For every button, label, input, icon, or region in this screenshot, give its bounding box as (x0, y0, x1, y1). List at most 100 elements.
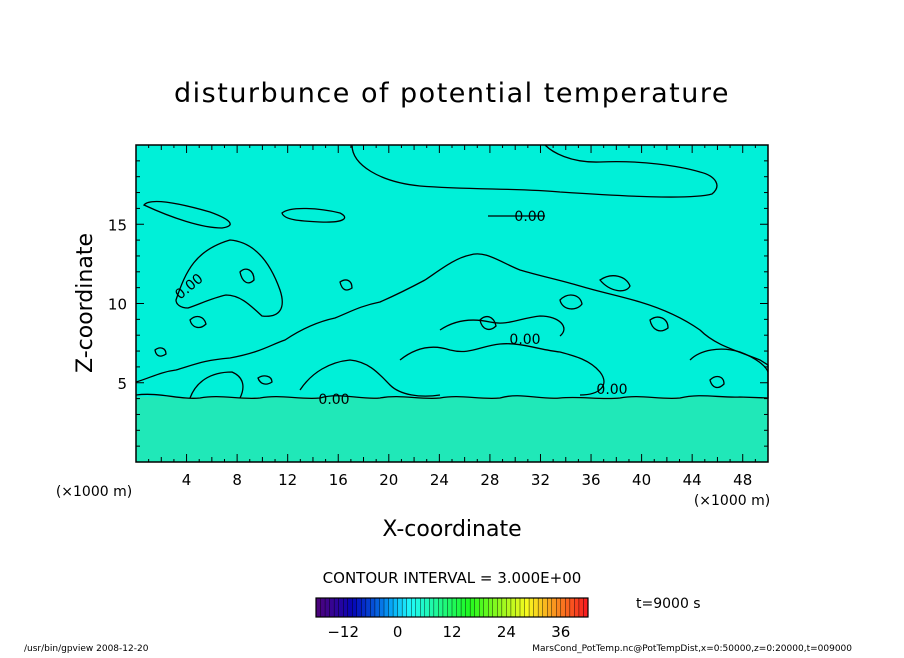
colorbar-tick-label: 24 (497, 623, 516, 641)
colorbar-cell (347, 597, 353, 618)
colorbar-cell (515, 597, 521, 618)
colorbar-cell (456, 597, 462, 618)
colorbar-cell (361, 597, 367, 618)
x-tick-label: 28 (480, 471, 499, 489)
colorbar-cell (510, 597, 516, 618)
colorbar-cell (533, 597, 539, 618)
colorbar-cell (420, 597, 426, 618)
colorbar-cell (574, 597, 580, 618)
colorbar-cell (542, 597, 548, 618)
colorbar-cell (338, 597, 344, 618)
colorbar-cell (442, 597, 448, 618)
colorbar-cell (429, 597, 435, 618)
colorbar-tick-label: 12 (442, 623, 461, 641)
footer-right: MarsCond_PotTemp.nc@PotTempDist,x=0:5000… (532, 644, 852, 654)
x-unit-left: (×1000 m) (56, 484, 132, 500)
colorbar-cell (492, 597, 498, 618)
x-tick-label: 40 (632, 471, 651, 489)
x-tick-label: 12 (278, 471, 297, 489)
contour-small-g (154, 347, 167, 357)
y-axis-label: Z-coordinate (73, 233, 98, 373)
contour-top-band (351, 144, 718, 198)
colorbar-cell (329, 597, 335, 618)
y-tick-label: 5 (117, 375, 127, 393)
x-axis-label: X-coordinate (382, 517, 521, 542)
contour-upper-left-dome (175, 239, 283, 317)
colorbar-cell (560, 597, 566, 618)
colorbar-cell (397, 597, 403, 618)
colorbar-cell (401, 597, 408, 618)
colorbar-cell (392, 597, 399, 618)
colorbar-cell (578, 597, 584, 618)
colorbar-cell (551, 597, 557, 618)
colorbar-cell (497, 597, 503, 618)
contour-label: 0.00 (318, 392, 349, 408)
x-tick-label: 8 (232, 471, 242, 489)
contour-inner-2 (299, 359, 441, 397)
colorbar-cell (537, 597, 544, 618)
colorbar-cell (320, 597, 326, 618)
colorbar-frame (315, 597, 589, 618)
colorbar-cell (569, 597, 575, 618)
x-tick-label: 4 (182, 471, 192, 489)
footer-left: /usr/bin/gpview 2008-12-20 (24, 644, 149, 654)
contour-small-e (649, 316, 669, 332)
x-unit-right: (×1000 m) (694, 493, 770, 509)
x-tick-label: 16 (329, 471, 348, 489)
contour-inner-1 (189, 371, 244, 399)
chart-title: disturbunce of potential temperature (174, 78, 730, 109)
contour-label: 0.00 (596, 382, 627, 398)
contour-main-mass (135, 253, 769, 400)
colorbar-cell (501, 597, 507, 618)
colorbar-cell (333, 597, 340, 618)
y-tick-label: 10 (108, 296, 127, 314)
contour-small-b (559, 294, 583, 310)
colorbar-cell (424, 597, 430, 618)
colorbar-tick-label: 0 (393, 623, 403, 641)
contour-right-lobe (689, 348, 769, 373)
colorbar-cell (388, 597, 394, 618)
contour-label: 0.00 (514, 209, 545, 225)
colorbar-cell (356, 597, 362, 618)
colorbar-cell (506, 597, 512, 618)
colorbar-tick-label: 36 (551, 623, 570, 641)
colorbar-cell (406, 597, 412, 618)
colorbar-cell (374, 597, 380, 618)
colorbar-cell (365, 597, 371, 618)
colorbar-cell (324, 597, 331, 618)
colorbar: −12 0 12 24 36 (315, 597, 589, 641)
contour-small-i (257, 375, 273, 385)
colorbar-cell (411, 597, 417, 618)
colorbar-cell (479, 597, 485, 618)
colorbar-cell (379, 597, 385, 618)
colorbar-cell (415, 597, 421, 618)
colorbar-tick-label: −12 (327, 623, 359, 641)
field-lower (136, 397, 768, 462)
contour-interval: CONTOUR INTERVAL = 3.000E+00 (323, 569, 582, 587)
x-tick-label: 20 (379, 471, 398, 489)
colorbar-cell (547, 597, 553, 618)
colorbar-cell (315, 597, 321, 618)
colorbar-cell (556, 597, 562, 618)
contour-left-blob (142, 200, 231, 229)
contour-small-f (239, 268, 255, 284)
contour-mid-blob (281, 207, 346, 223)
colorbar-cell (483, 597, 489, 618)
colorbar-cell (438, 597, 444, 618)
colorbar-cell (528, 597, 534, 618)
colorbar-cell (469, 597, 476, 618)
contour-small-h (709, 375, 725, 389)
x-tick-label: 44 (683, 471, 702, 489)
colorbar-cell (460, 597, 467, 618)
colorbar-cell (465, 597, 471, 618)
colorbar-cells (315, 597, 589, 618)
contour-inner-3 (399, 343, 605, 396)
x-tick-label: 32 (531, 471, 550, 489)
field-upper (136, 145, 768, 397)
colorbar-cell (433, 597, 439, 618)
plot-area: 0.00 0.00 0.00 0.00 0.00 4 8 12 16 20 24 28 32 3… (108, 144, 769, 489)
colorbar-ticks: −12 0 12 24 36 (327, 623, 570, 641)
colorbar-cell (447, 597, 453, 618)
